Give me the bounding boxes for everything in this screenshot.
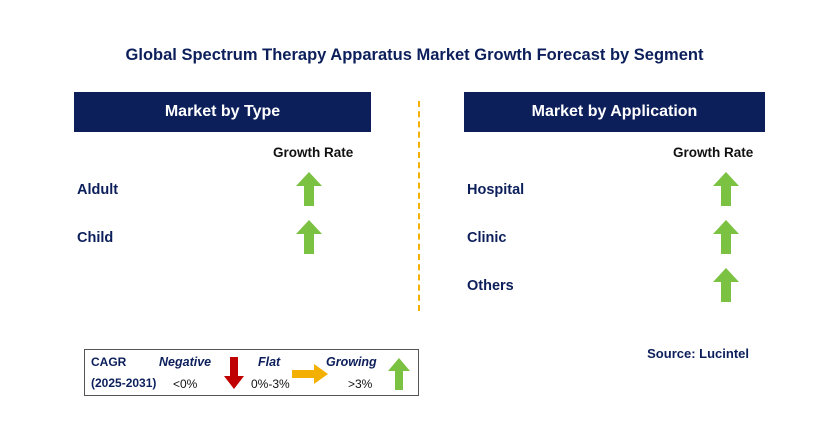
up-arrow-icon <box>713 172 739 206</box>
cagr-legend: CAGR (2025-2031) Negative <0% Flat 0%-3%… <box>84 349 419 396</box>
application-panel-header: Market by Application <box>464 92 765 132</box>
application-growth-rate-header: Growth Rate <box>673 145 754 160</box>
legend-growing-range: >3% <box>348 377 373 391</box>
legend-period: (2025-2031) <box>91 376 157 390</box>
legend-flat-range: 0%-3% <box>251 377 290 391</box>
application-row-label-others: Others <box>467 278 514 294</box>
legend-flat-label: Flat <box>258 355 281 369</box>
type-row-label-adult: Aldult <box>77 182 119 198</box>
application-row-label-clinic: Clinic <box>467 230 507 246</box>
up-arrow-icon <box>296 172 322 206</box>
type-panel-header: Market by Type <box>74 92 371 132</box>
application-row-label-hospital: Hospital <box>467 182 525 198</box>
type-growth-rate-header: Growth Rate <box>273 145 354 160</box>
right-arrow-icon <box>292 364 328 384</box>
up-arrow-icon <box>713 268 739 302</box>
legend-growing-label: Growing <box>326 355 377 369</box>
legend-negative-range: <0% <box>173 377 198 391</box>
source-note: Source: Lucintel <box>647 346 749 361</box>
panel-divider <box>418 101 420 311</box>
legend-negative-label: Negative <box>159 355 212 369</box>
type-row-label-child: Child <box>77 230 114 246</box>
chart-title: Global Spectrum Therapy Apparatus Market… <box>125 46 704 64</box>
legend-cagr-label: CAGR <box>91 355 127 369</box>
up-arrow-icon <box>713 220 739 254</box>
down-arrow-icon <box>224 357 244 389</box>
up-arrow-icon <box>296 220 322 254</box>
up-arrow-icon <box>388 358 410 390</box>
